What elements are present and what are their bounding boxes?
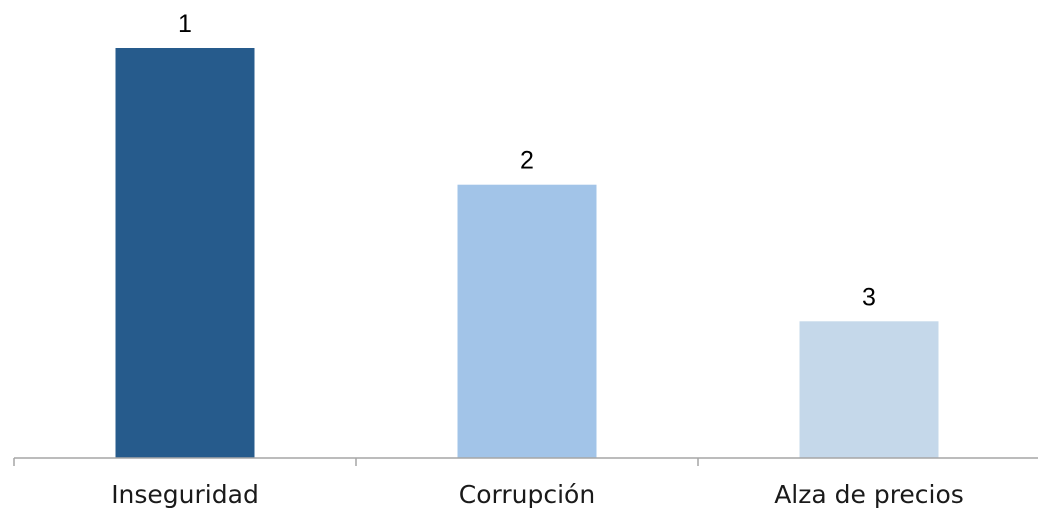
bars-group [115, 48, 939, 458]
x-axis [13, 457, 1038, 466]
category-label: Inseguridad [111, 480, 259, 509]
bar-alza-de-precios [799, 321, 939, 458]
category-label: Alza de precios [774, 480, 964, 509]
data-label: 2 [520, 147, 534, 175]
data-labels-group: 1 2 3 [178, 10, 876, 311]
bar-corrupción [457, 184, 597, 458]
category-labels-group: Inseguridad Corrupción Alza de precios [111, 480, 964, 509]
data-label: 3 [862, 283, 876, 311]
data-label: 1 [178, 10, 192, 38]
bar-inseguridad [115, 48, 255, 458]
category-label: Corrupción [459, 480, 595, 509]
